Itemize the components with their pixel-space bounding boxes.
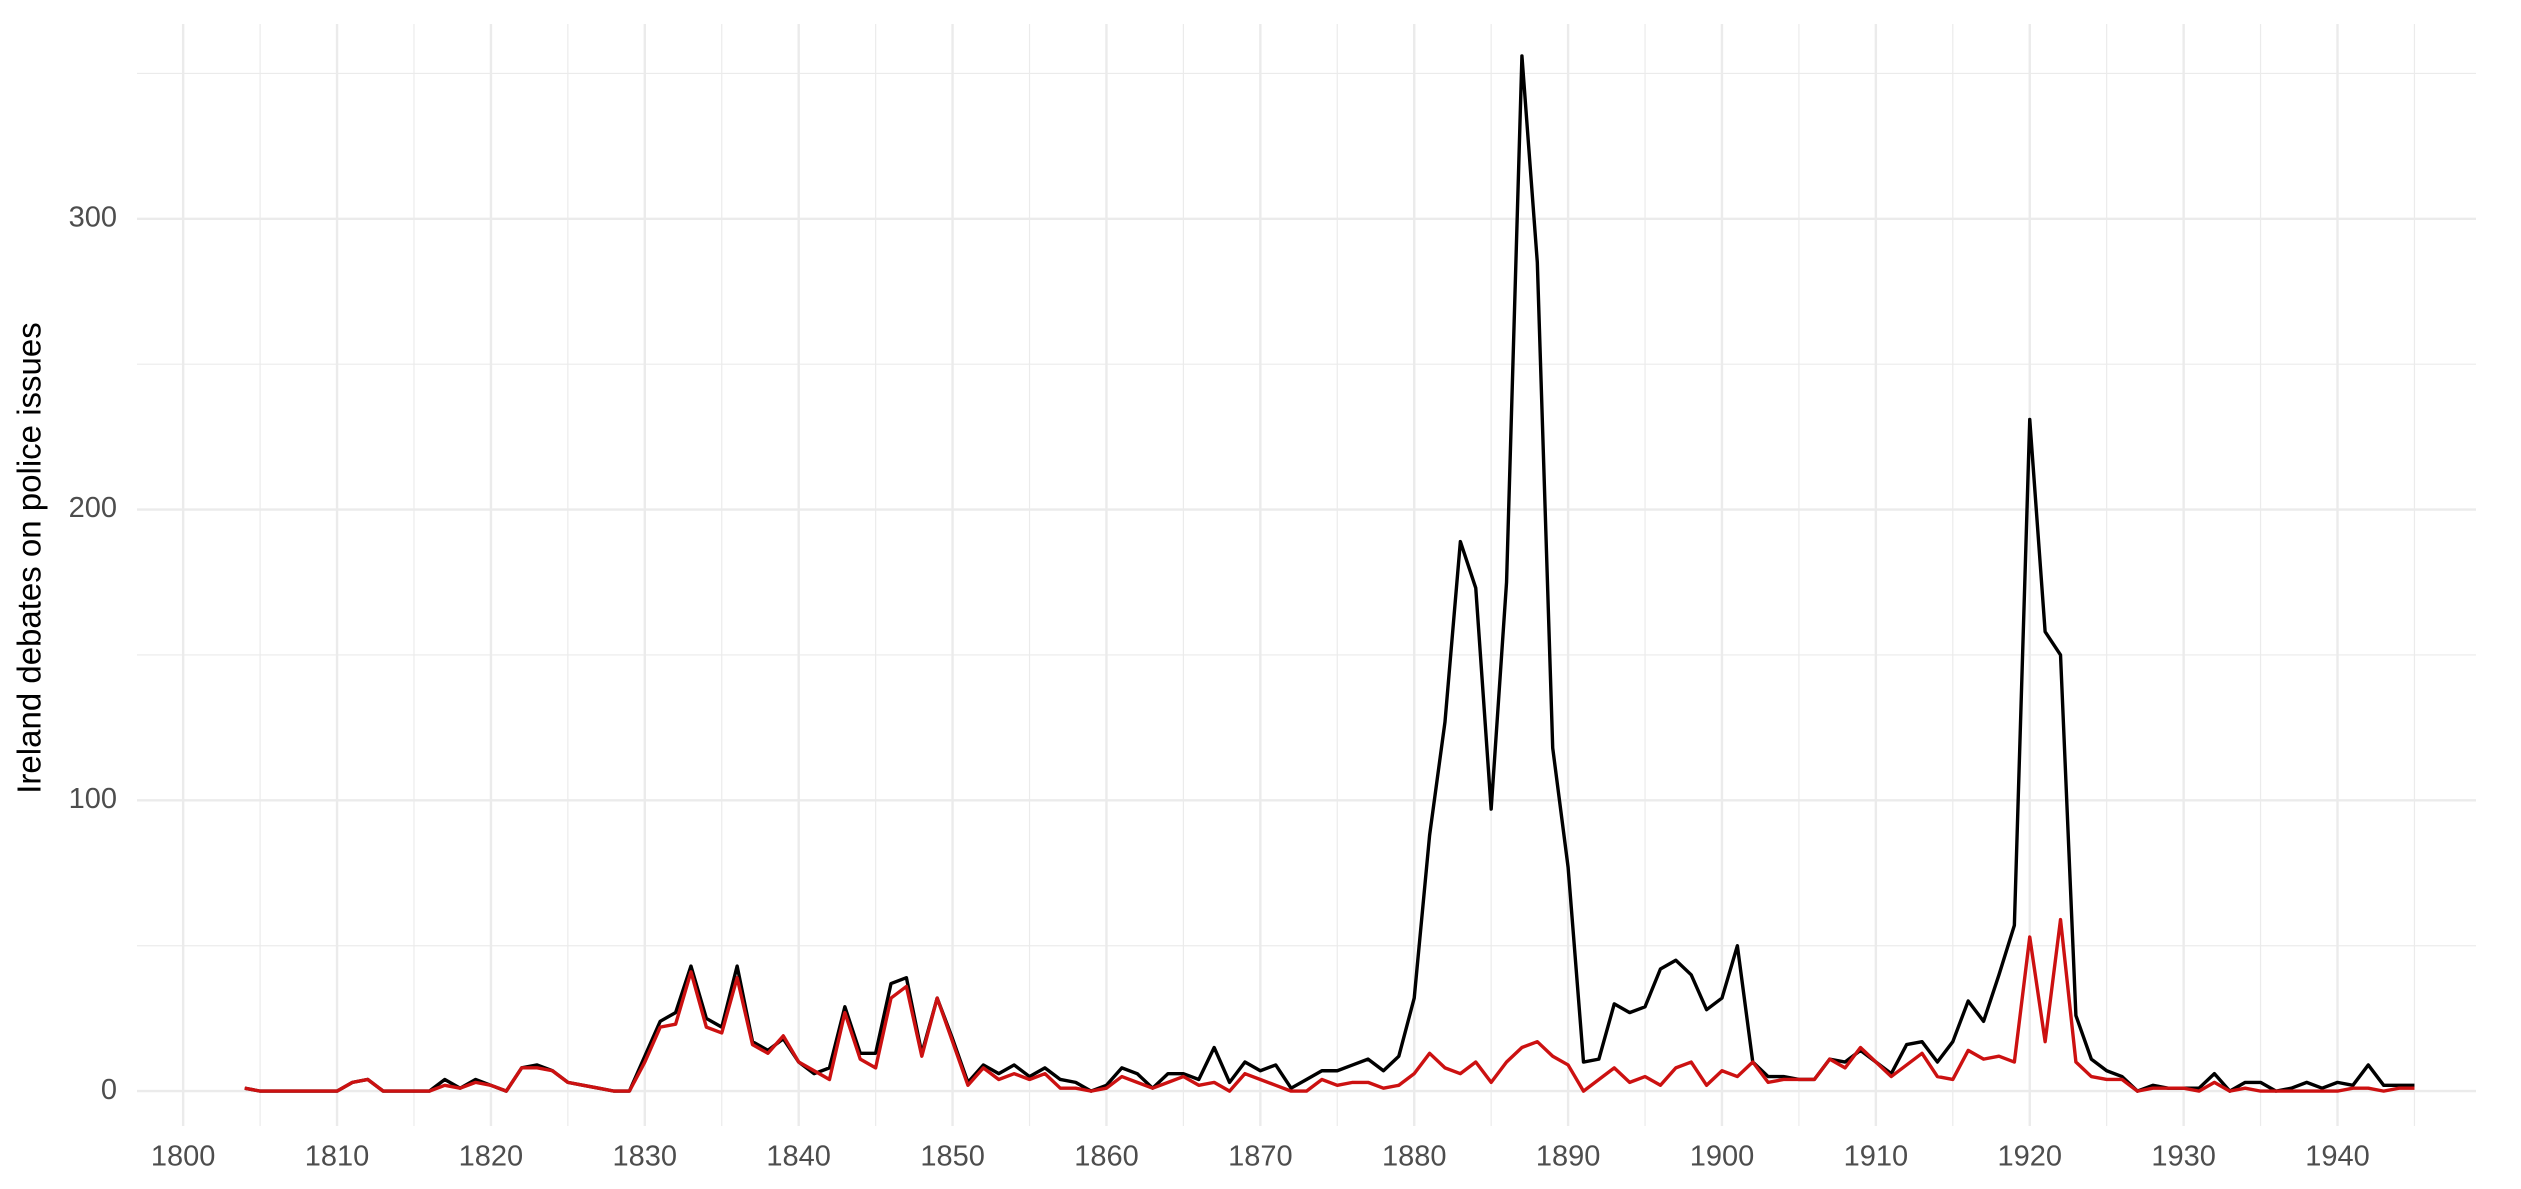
y-tick-label: 300 — [69, 201, 117, 233]
x-tick-label: 1920 — [1997, 1141, 2062, 1173]
line-series — [244, 917, 2415, 1093]
y-tick-label: 100 — [69, 783, 117, 815]
x-tick-label: 1820 — [459, 1141, 524, 1173]
y-axis-label: Ireland debates on police issues — [11, 322, 48, 793]
x-tick-label: 1930 — [2151, 1141, 2216, 1173]
x-tick-label: 1810 — [305, 1141, 370, 1173]
x-tick-label: 1870 — [1228, 1141, 1293, 1173]
x-tick-label: 1880 — [1382, 1141, 1447, 1173]
x-tick-label: 1830 — [613, 1141, 678, 1173]
x-tick-label: 1840 — [766, 1141, 831, 1173]
y-tick-label: 0 — [101, 1074, 117, 1106]
x-tick-label: 1800 — [151, 1141, 216, 1173]
x-tick-label: 1940 — [2305, 1141, 2370, 1173]
y-tick-label: 200 — [69, 492, 117, 524]
x-tick-label: 1910 — [1844, 1141, 1909, 1173]
x-tick-label: 1860 — [1074, 1141, 1139, 1173]
line-series — [244, 54, 2415, 1093]
x-tick-label: 1900 — [1690, 1141, 1755, 1173]
x-tick-label: 1850 — [920, 1141, 985, 1173]
x-tick-label: 1890 — [1536, 1141, 1601, 1173]
